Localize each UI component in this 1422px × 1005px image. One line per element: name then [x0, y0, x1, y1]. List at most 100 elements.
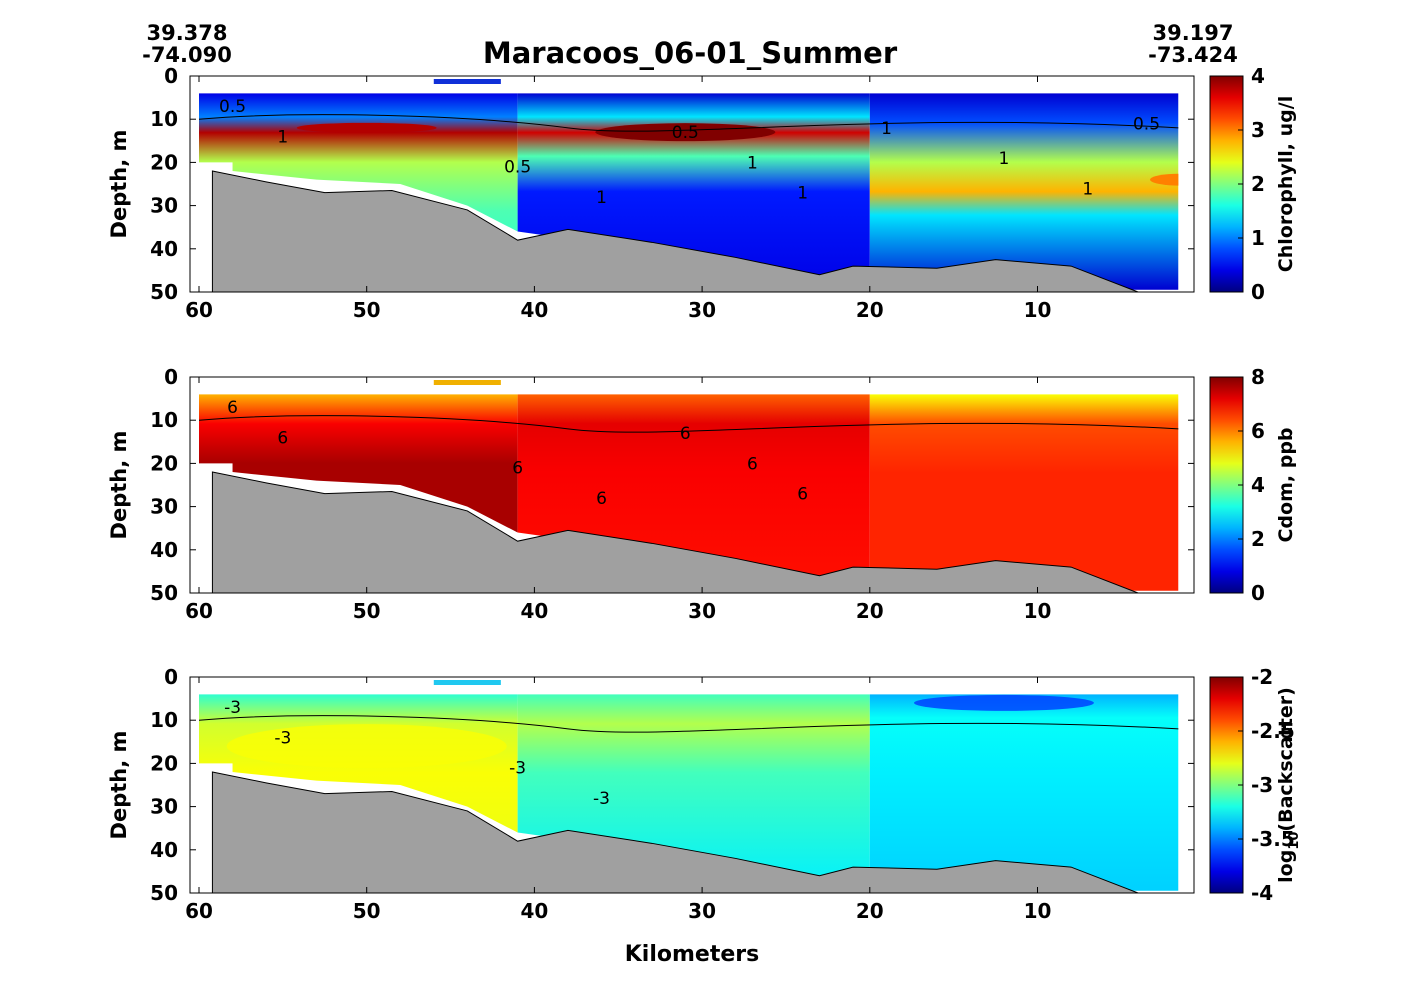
- colorbar-tick-label: 4: [1251, 64, 1265, 88]
- x-tick-label: 30: [688, 599, 716, 623]
- end-latitude: 39.197: [1152, 21, 1234, 45]
- end-position: 39.197 -73.424: [1138, 22, 1248, 66]
- contour-label: 0.5: [219, 97, 246, 117]
- chl-maximum: [595, 123, 776, 142]
- contour-label: 6: [277, 428, 288, 448]
- start-position: 39.378 -74.090: [132, 22, 242, 66]
- x-tick-label: 20: [856, 599, 884, 623]
- contour-label: 6: [512, 459, 523, 479]
- colorbar-tick-label: -2: [1251, 665, 1273, 689]
- axes-box: [189, 75, 1195, 293]
- colorbar-tick-label: 2: [1251, 527, 1265, 551]
- x-tick-label: 10: [1024, 899, 1052, 923]
- contour-label: 1: [797, 184, 808, 204]
- y-axis-label: Depth, m: [107, 731, 131, 840]
- bs-low-patch: [913, 694, 1094, 711]
- contour-label: 6: [747, 454, 758, 474]
- colorbar: [1209, 676, 1244, 894]
- contour-label: 0.5: [1133, 115, 1160, 135]
- y-tick-label: 0: [164, 64, 178, 88]
- contour-label: 0.5: [672, 123, 699, 143]
- x-tick-label: 50: [353, 599, 381, 623]
- x-tick-label: 60: [185, 599, 213, 623]
- contour-label: -3: [593, 789, 610, 809]
- x-tick-label: 50: [353, 899, 381, 923]
- bs-patch: [226, 724, 507, 769]
- colorbar-label-tail: (Backscatter): [1275, 687, 1297, 831]
- y-tick-label: 40: [150, 237, 178, 261]
- contour-label: 1: [596, 188, 607, 208]
- y-tick-label: 20: [150, 150, 178, 174]
- x-tick-label: 10: [1024, 599, 1052, 623]
- y-axis-label: Depth, m: [107, 130, 131, 239]
- y-tick-label: 0: [164, 365, 178, 389]
- figure-title: Maracoos_06-01_Summer: [482, 36, 898, 70]
- seafloor: [211, 471, 1139, 594]
- y-axis-label: Depth, m: [107, 431, 131, 540]
- x-tick-label: 40: [520, 599, 548, 623]
- contour-line: [198, 715, 1179, 733]
- seafloor: [211, 771, 1139, 894]
- ship-track-marker: [433, 380, 501, 385]
- y-tick-label: 50: [150, 581, 178, 605]
- x-tick-label: 40: [520, 298, 548, 322]
- colorbar-tick-label: 8: [1251, 365, 1265, 389]
- x-tick-label: 10: [1024, 298, 1052, 322]
- panel-1: 0.5 1 0.5 1 0.5 1 1 1 1 1 0.5 60 50 40 30 20 10 0 10 20 30 40…: [107, 64, 1297, 322]
- colorbar-tick-label: -3: [1251, 773, 1273, 797]
- chl-patch: [1150, 173, 1179, 186]
- contour-label: 1: [277, 127, 288, 147]
- y-tick-label: 30: [150, 795, 178, 819]
- axes-box: [189, 376, 1195, 594]
- colorbar: [1209, 75, 1244, 293]
- y-tick-label: 20: [150, 451, 178, 475]
- y-tick-label: 10: [150, 107, 178, 131]
- colorbar-label: Chlorophyll, ug/l: [1275, 96, 1297, 272]
- contour-label: -3: [224, 698, 241, 718]
- colorbar-tick-label: 1: [1251, 226, 1265, 250]
- start-longitude: -74.090: [142, 43, 232, 67]
- contour-label: -3: [274, 728, 291, 748]
- x-tick-label: 20: [856, 298, 884, 322]
- x-tick-label: 20: [856, 899, 884, 923]
- colorbar-tick-label: 0: [1251, 581, 1265, 605]
- y-tick-label: 10: [150, 708, 178, 732]
- y-tick-label: 50: [150, 881, 178, 905]
- colorbar-label: log10(Backscatter): [1275, 687, 1302, 883]
- x-tick-label: 30: [688, 899, 716, 923]
- contour-label: 1: [1082, 179, 1093, 199]
- colorbar-tick-label: 2: [1251, 172, 1265, 196]
- contour-label: 6: [596, 489, 607, 509]
- contour-label: 6: [680, 424, 691, 444]
- contour-label: 1: [881, 119, 892, 139]
- x-axis-label: Kilometers: [625, 942, 759, 967]
- contour-label: 6: [797, 485, 808, 505]
- x-tick-label: 50: [353, 298, 381, 322]
- colorbar-label-subscript: 10: [1287, 832, 1302, 850]
- contour-label: 1: [747, 153, 758, 173]
- ship-track-marker: [433, 680, 501, 685]
- colorbar-tick-label: 4: [1251, 473, 1265, 497]
- colorbar-tick-label: -3.5: [1251, 827, 1295, 851]
- colorbar: [1209, 376, 1244, 594]
- field-east: [869, 394, 1179, 591]
- y-tick-label: 30: [150, 495, 178, 519]
- contour-label: 0.5: [504, 158, 531, 178]
- colorbar-tick-label: 3: [1251, 118, 1265, 142]
- panel-2: 6 6 6 6 6 6 6 60 50 40 30 20 10 0 10 20 30 40 50 Depth, m 0 2…: [107, 365, 1297, 623]
- x-tick-label: 60: [185, 298, 213, 322]
- axes-box: [189, 676, 1195, 894]
- colorbar-tick-label: -4: [1251, 881, 1273, 905]
- chl-maximum: [296, 122, 437, 133]
- x-tick-label: 30: [688, 298, 716, 322]
- x-tick-label: 60: [185, 899, 213, 923]
- y-tick-label: 50: [150, 280, 178, 304]
- y-tick-label: 20: [150, 751, 178, 775]
- contour-line: [198, 114, 1179, 132]
- colorbar-tick-label: 6: [1251, 419, 1265, 443]
- y-tick-label: 30: [150, 194, 178, 218]
- ship-track-marker: [433, 79, 501, 84]
- colorbar-tick-label: -2.5: [1251, 719, 1295, 743]
- contour-label: 6: [227, 398, 238, 418]
